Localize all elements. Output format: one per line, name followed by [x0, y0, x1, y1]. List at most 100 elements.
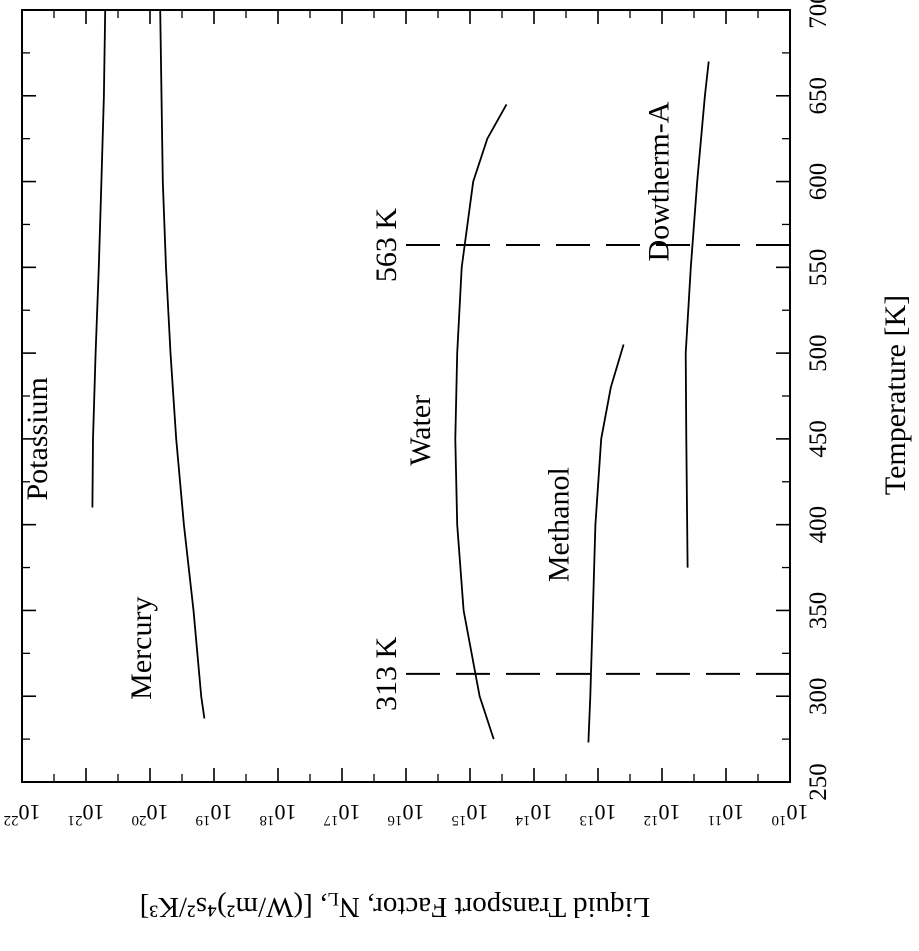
y-tick-base: 10	[275, 800, 297, 825]
x-tick-label-group: 250	[805, 763, 832, 801]
y-tick-label-group: 1017	[323, 800, 361, 828]
series-label-water: Water	[404, 395, 437, 466]
y-axis-title-sub: L	[327, 888, 339, 909]
y-tick-label: 1021	[68, 800, 105, 828]
y-tick-base: 10	[339, 800, 361, 825]
x-tick-label-group: 600	[805, 163, 832, 201]
x-tick-label: 250	[805, 763, 832, 801]
y-tick-label-group: 1011	[708, 800, 744, 828]
y-axis-title-units: , [(W/m²)⁴s²/K³]	[140, 891, 328, 923]
svg-text:Temperature [K]: Temperature [K]	[879, 295, 912, 495]
y-tick-label: 1010	[772, 800, 809, 828]
y-tick-label-group: 1013	[580, 800, 617, 828]
y-tick-exponent: 21	[68, 812, 83, 828]
x-tick-label: 650	[805, 77, 832, 115]
series-label-group: Mercury	[125, 597, 158, 700]
x-tick-label: 550	[805, 249, 832, 287]
x-tick-label-group: 650	[805, 77, 832, 115]
y-tick-exponent: 22	[4, 812, 19, 828]
series-label-potassium: Potassium	[21, 377, 54, 500]
y-tick-exponent: 13	[580, 812, 595, 828]
y-tick-label: 1022	[4, 800, 41, 828]
series-label-dowtherm-a: Dowtherm-A	[642, 101, 675, 261]
series-label-methanol: Methanol	[543, 467, 576, 582]
y-tick-label: 1015	[452, 800, 489, 828]
y-tick-label-group: 1021	[68, 800, 105, 828]
x-tick-label: 350	[805, 592, 832, 630]
y-tick-label: 1019	[196, 800, 233, 828]
x-tick-label: 300	[805, 677, 832, 715]
series-line-potassium	[91, 9, 107, 508]
reference-label: 563 K	[370, 208, 403, 283]
reference-label-group: 563 K	[370, 208, 403, 283]
series-label-group: Water	[404, 395, 437, 466]
x-axis-title: Temperature [K]	[879, 295, 912, 495]
svg-text:Liquid Transport Factor, NL, [: Liquid Transport Factor, NL, [(W/m²)⁴s²/…	[140, 888, 651, 924]
x-tick-label: 450	[805, 420, 832, 458]
series-label-group: Potassium	[21, 377, 54, 500]
y-tick-label: 1014	[515, 800, 553, 828]
x-tick-label-group: 700	[805, 0, 832, 29]
y-tick-label-group: 1010	[772, 800, 809, 828]
y-tick-base: 10	[211, 800, 233, 825]
y-tick-exponent: 17	[323, 812, 339, 828]
y-tick-exponent: 16	[387, 812, 403, 828]
reference-label-group: 313 K	[370, 637, 403, 712]
y-tick-label: 1020	[132, 800, 169, 828]
x-tick-label-group: 450	[805, 420, 832, 458]
y-tick-base: 10	[147, 800, 169, 825]
axis-ticks: 2503003504004505005506006507001010101110…	[4, 0, 833, 828]
y-tick-label-group: 1012	[644, 800, 681, 828]
y-tick-label-group: 1018	[260, 800, 297, 828]
y-tick-exponent: 12	[644, 812, 659, 828]
x-tick-label-group: 350	[805, 592, 832, 630]
y-tick-label: 1017	[323, 800, 361, 828]
x-tick-label-group: 300	[805, 677, 832, 715]
x-tick-label-group: 550	[805, 249, 832, 287]
y-tick-label-group: 1014	[515, 800, 553, 828]
series-line-methanol	[587, 344, 625, 743]
y-tick-base: 10	[83, 800, 105, 825]
y-tick-label-group: 1015	[452, 800, 489, 828]
y-tick-label: 1013	[580, 800, 617, 828]
y-tick-base: 10	[403, 800, 425, 825]
x-tick-label-group: 500	[805, 334, 832, 372]
x-tick-label: 600	[805, 163, 832, 201]
y-tick-base: 10	[595, 800, 617, 825]
y-tick-base: 10	[722, 800, 744, 825]
y-tick-label: 1016	[387, 800, 425, 828]
x-tick-label-group: 400	[805, 506, 832, 544]
y-axis-title-main: Liquid Transport Factor, N	[339, 891, 650, 923]
series-label-group: Dowtherm-A	[642, 101, 675, 261]
series-label-group: Methanol	[543, 467, 576, 582]
series-line-dowtherm-a	[684, 61, 710, 568]
y-tick-exponent: 10	[772, 812, 787, 828]
series-line-mercury	[159, 9, 206, 719]
y-tick-exponent: 15	[452, 812, 467, 828]
reference-lines: 313 K 563 K	[370, 208, 790, 711]
y-tick-base: 10	[531, 800, 553, 825]
y-tick-base: 10	[787, 800, 809, 825]
y-tick-base: 10	[467, 800, 489, 825]
y-tick-base: 10	[19, 800, 41, 825]
series-layer: Potassium Mercury Water Methanol Dowtherm-A	[21, 9, 710, 743]
y-axis-title: Liquid Transport Factor, NL, [(W/m²)⁴s²/…	[140, 888, 651, 924]
y-tick-label: 1012	[644, 800, 681, 828]
y-tick-exponent: 19	[196, 812, 211, 828]
y-tick-label-group: 1016	[387, 800, 425, 828]
x-tick-label: 500	[805, 334, 832, 372]
y-tick-exponent: 20	[132, 812, 147, 828]
x-tick-label: 400	[805, 506, 832, 544]
x-tick-label: 700	[805, 0, 832, 29]
series-line-water	[454, 103, 508, 740]
y-tick-exponent: 18	[260, 812, 275, 828]
y-tick-label-group: 1020	[132, 800, 169, 828]
y-tick-label-group: 1019	[196, 800, 233, 828]
series-label-mercury: Mercury	[125, 597, 158, 700]
y-tick-label: 1018	[260, 800, 297, 828]
reference-label: 313 K	[370, 637, 403, 712]
y-tick-exponent: 11	[708, 812, 722, 828]
y-tick-label-group: 1022	[4, 800, 41, 828]
y-tick-exponent: 14	[515, 812, 531, 828]
